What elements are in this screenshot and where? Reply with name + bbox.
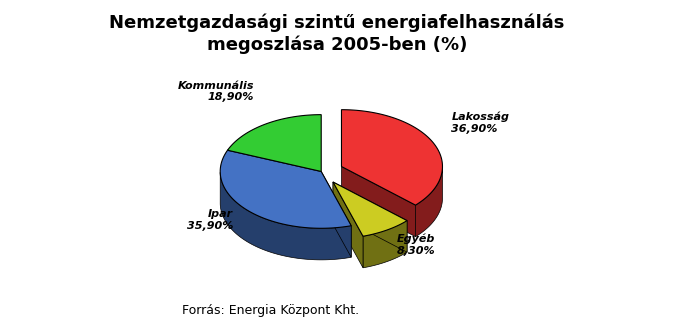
Text: Ipar
35,90%: Ipar 35,90%	[187, 209, 233, 231]
Polygon shape	[363, 221, 407, 268]
Polygon shape	[342, 110, 442, 205]
Polygon shape	[220, 150, 351, 228]
Text: Egyéb
8,30%: Egyéb 8,30%	[397, 234, 435, 256]
Polygon shape	[220, 172, 351, 260]
Polygon shape	[321, 171, 351, 257]
Polygon shape	[228, 115, 321, 171]
Polygon shape	[333, 182, 407, 236]
Polygon shape	[333, 182, 363, 268]
Text: Forrás: Energia Központ Kht.: Forrás: Energia Központ Kht.	[183, 304, 359, 317]
Text: Kommunális
18,90%: Kommunális 18,90%	[178, 81, 254, 102]
Polygon shape	[333, 182, 407, 252]
Text: Lakosság
36,90%: Lakosság 36,90%	[452, 112, 510, 134]
Polygon shape	[416, 167, 442, 237]
Polygon shape	[342, 167, 416, 237]
Text: Nemzetgazdasági szintű energiafelhasználás
megoszlása 2005-ben (%): Nemzetgazdasági szintű energiafelhasznál…	[109, 14, 565, 53]
